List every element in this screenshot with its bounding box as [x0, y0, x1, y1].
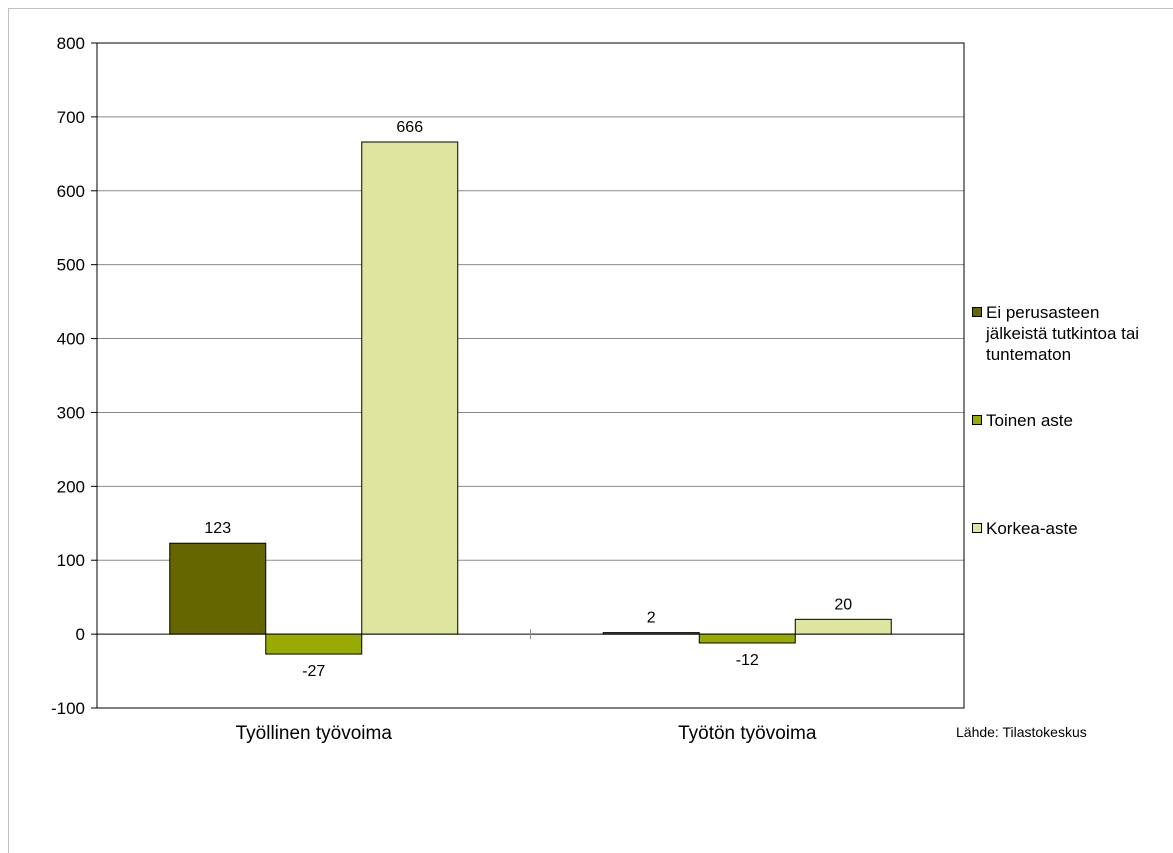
chart-frame [8, 8, 1173, 853]
legend-label-korkea-aste: Korkea-aste [986, 519, 1078, 538]
legend-label-toinen-aste: Toinen aste [986, 411, 1073, 430]
y-tick-label: -100 [51, 699, 85, 718]
y-tick-label: 600 [57, 182, 85, 201]
legend-label-ei-perusasteen: Ei perusasteen jälkeistä tutkintoa tai t… [986, 303, 1140, 364]
bar-data-label: 123 [204, 520, 231, 537]
bar [265, 633, 363, 655]
y-tick-label: 200 [57, 477, 85, 496]
bar-data-label: 2 [647, 610, 656, 627]
y-tick-label: 500 [57, 256, 85, 275]
y-tick-label: 400 [57, 330, 85, 349]
bar [169, 542, 267, 635]
y-tick-label: 300 [57, 403, 85, 422]
y-tick-label: 100 [57, 551, 85, 570]
bar-data-label: -27 [302, 663, 325, 680]
bar [361, 141, 459, 635]
bar-data-label: 20 [834, 596, 852, 613]
bar [602, 632, 700, 635]
x-category-label: Työllinen työvoima [236, 723, 393, 744]
bar-data-label: 666 [396, 119, 423, 136]
legend-swatch-ei-perusasteen [972, 307, 982, 317]
x-category-label: Työtön työvoima [678, 723, 817, 744]
bar-data-label: -12 [736, 652, 759, 669]
y-tick-label: 800 [57, 34, 85, 53]
source-note: Lähde: Tilastokeskus [956, 724, 1087, 740]
plot-area-border [96, 42, 965, 709]
y-tick-label: 0 [76, 625, 85, 644]
legend-swatch-toinen-aste [972, 415, 982, 425]
legend-swatch-korkea-aste [972, 523, 982, 533]
bar [794, 618, 892, 635]
y-tick-label: 700 [57, 108, 85, 127]
bar [698, 633, 796, 644]
